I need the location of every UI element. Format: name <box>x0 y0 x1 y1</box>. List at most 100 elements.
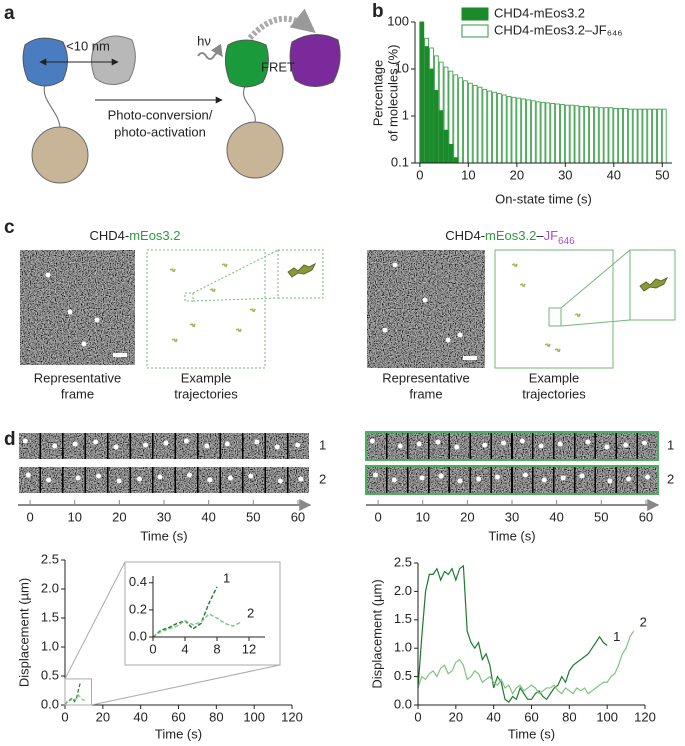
frame <box>575 433 595 459</box>
frame <box>176 467 197 493</box>
spot <box>382 327 388 333</box>
y-tick-label: 0.4 <box>129 574 147 589</box>
bar <box>564 104 570 164</box>
bar <box>589 106 594 164</box>
bar <box>429 68 434 164</box>
spot <box>623 442 629 448</box>
bar <box>458 77 463 164</box>
frame <box>19 433 40 459</box>
trajectory <box>209 287 216 293</box>
zoom-box <box>277 249 324 299</box>
acceptor-protein <box>289 34 341 87</box>
bar <box>492 91 497 164</box>
frame <box>387 467 407 493</box>
y-tick-label: 0.0 <box>129 628 147 643</box>
x-tick-label: 4 <box>181 641 188 656</box>
trajectory <box>171 337 178 343</box>
x-tick-label: 0 <box>414 709 421 724</box>
series-line <box>417 564 608 704</box>
spot <box>454 444 460 450</box>
x-tick-label: 20 <box>460 509 474 524</box>
y-tick-label: 2.0 <box>394 583 412 598</box>
bar <box>497 93 502 164</box>
y-tick-label: 0.5 <box>394 668 412 683</box>
y-tick-label: 100 <box>387 13 409 28</box>
y-tick-label: 2.5 <box>394 554 412 569</box>
spot <box>157 474 163 480</box>
frame <box>575 467 595 493</box>
spot <box>369 438 375 444</box>
distance-label: <10 nm <box>66 38 110 53</box>
y-tick-label: 0.0 <box>41 696 59 711</box>
zoom-trajectory <box>639 276 669 292</box>
frame <box>41 433 62 459</box>
bar <box>516 97 522 164</box>
series-line <box>64 694 87 706</box>
bar <box>506 96 512 164</box>
bar <box>472 84 478 164</box>
spot <box>143 442 149 448</box>
trajectory <box>169 267 176 273</box>
y-tick-label: 0.5 <box>41 667 59 682</box>
bar <box>618 108 623 164</box>
x-tick-label: 30 <box>558 167 572 182</box>
spot <box>645 474 651 480</box>
frame <box>86 433 107 459</box>
bar <box>477 86 483 164</box>
y-tick-label: 2.0 <box>41 580 59 595</box>
bar <box>482 88 488 164</box>
y-tick-label: 10 <box>395 60 409 75</box>
x-axis-title: Time (s) <box>508 726 555 741</box>
spot <box>541 477 547 483</box>
series-label: 1 <box>613 629 620 644</box>
spot <box>457 478 463 484</box>
spot <box>163 440 169 446</box>
y-tick-label: 0.0 <box>394 696 412 711</box>
diagram: <10 nm hν FRET Photo-conversion/ photo-a… <box>22 8 341 184</box>
x-tick-label: 100 <box>596 709 618 724</box>
frame-noise <box>367 250 485 368</box>
x-tick-label: 10 <box>461 167 475 182</box>
bar <box>623 108 628 164</box>
x-tick-label: 50 <box>655 167 669 182</box>
spot <box>254 439 260 445</box>
x-tick-label: 8 <box>213 641 220 656</box>
spot <box>607 478 613 484</box>
spot <box>445 337 451 343</box>
zoom-link <box>64 561 126 680</box>
spot <box>422 297 428 303</box>
spot <box>457 332 463 338</box>
spot <box>295 442 301 448</box>
bar <box>584 106 589 164</box>
y-tick-label: 1.0 <box>41 638 59 653</box>
x-axis-title: On-state time (s) <box>495 191 592 206</box>
bar <box>511 96 517 164</box>
spot <box>560 475 566 481</box>
row-label: 2 <box>319 471 326 486</box>
x-tick-label: 0 <box>416 167 423 182</box>
y-tick-label: 2.5 <box>41 551 59 566</box>
trajectory <box>519 282 526 288</box>
spot <box>207 477 213 483</box>
frame <box>492 433 511 459</box>
trajectory <box>544 342 551 348</box>
frame-noise <box>20 250 135 365</box>
spot <box>248 473 254 479</box>
frame <box>63 467 85 493</box>
row-label: 1 <box>667 437 674 452</box>
bar <box>642 108 648 164</box>
frame <box>153 433 175 459</box>
x-axis-title: Time (s) <box>488 528 535 543</box>
bar <box>555 103 560 164</box>
x-tick-label: 100 <box>243 709 265 724</box>
spot <box>224 441 230 447</box>
spot <box>522 472 528 478</box>
title-part: CHD4- <box>89 228 129 243</box>
frame <box>513 433 532 459</box>
legend-swatch <box>461 7 489 21</box>
y-tick-label: 1 <box>402 107 409 122</box>
x-tick-label: 0 <box>61 709 68 724</box>
panel-label: d <box>4 429 16 450</box>
legend-label: CHD4-mEos3.2–JF₆₄₆ <box>494 22 623 37</box>
caption: Example <box>529 370 580 385</box>
